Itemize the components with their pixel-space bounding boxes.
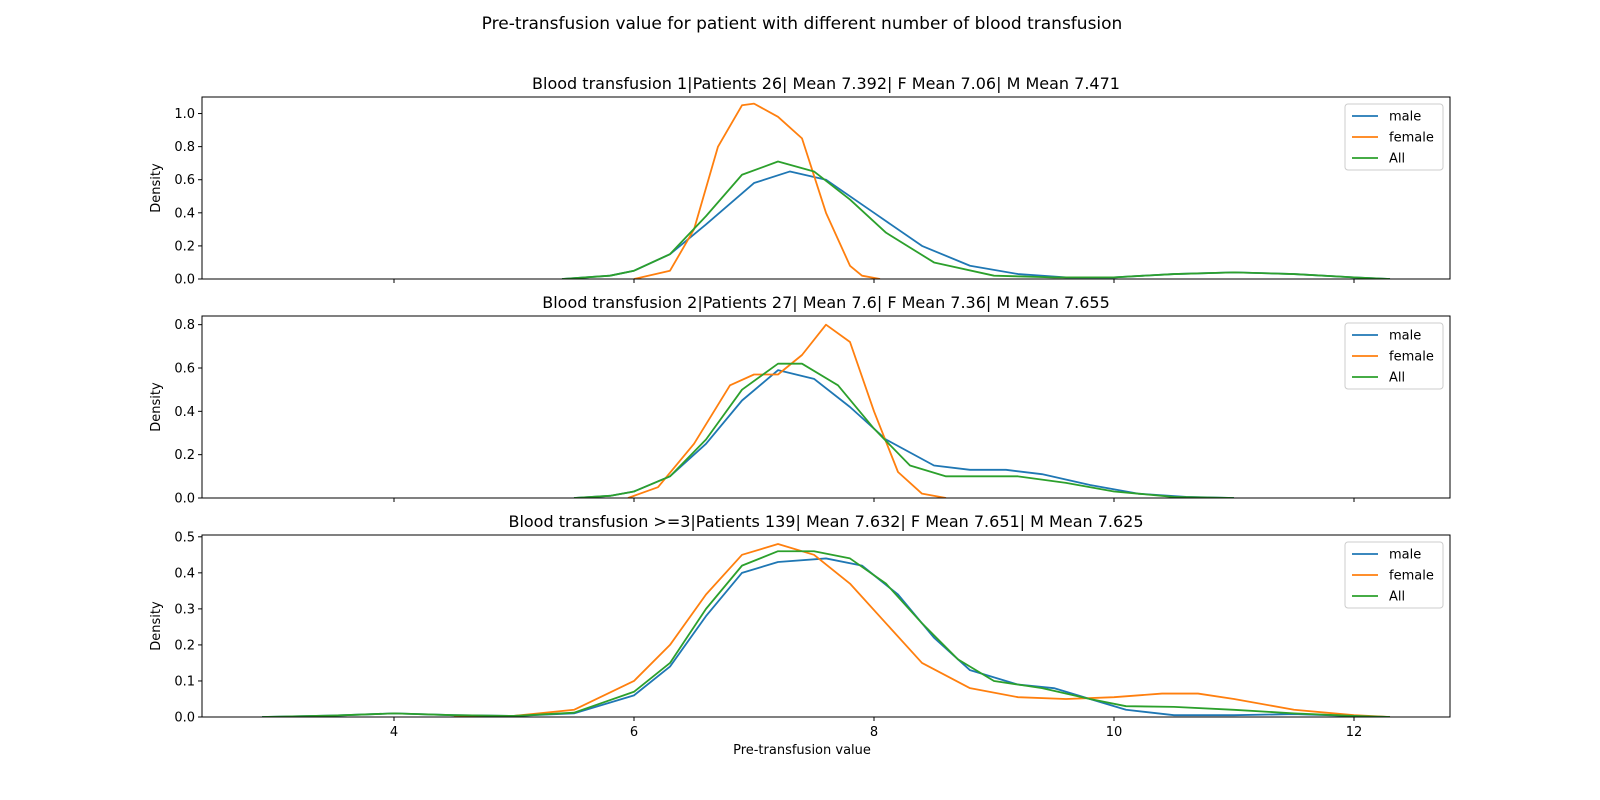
y-tick-label: 0.3 xyxy=(174,602,195,617)
legend: male female All xyxy=(1344,541,1444,609)
legend-label-female: female xyxy=(1389,569,1434,584)
y-tick-label: 0.4 xyxy=(174,405,195,420)
panel-1: Blood transfusion 1|Patients 26| Mean 7.… xyxy=(149,74,1451,288)
legend-box xyxy=(1344,103,1444,171)
y-tick-label: 0.5 xyxy=(174,530,195,545)
axes-frame xyxy=(201,534,1451,718)
y-axis-label: Density xyxy=(149,163,164,213)
legend: male female All xyxy=(1344,103,1444,171)
legend-label-all: All xyxy=(1389,590,1405,605)
y-tick-label: 0.2 xyxy=(174,638,195,653)
panel-title: Blood transfusion 2|Patients 27| Mean 7.… xyxy=(542,293,1110,312)
series-line-all xyxy=(573,362,1235,498)
x-axis-label: Pre-transfusion value xyxy=(733,743,871,758)
legend-label-all: All xyxy=(1389,152,1405,167)
y-tick-label: 0.6 xyxy=(174,362,195,377)
y-axis-label: Density xyxy=(149,382,164,432)
y-axis-label: Density xyxy=(149,601,164,651)
series-line-female xyxy=(627,323,947,498)
legend-box xyxy=(1344,322,1444,390)
panels: Blood transfusion 1|Patients 26| Mean 7.… xyxy=(149,74,1451,740)
panel-title: Blood transfusion 1|Patients 26| Mean 7.… xyxy=(532,74,1120,93)
panel-title: Blood transfusion >=3|Patients 139| Mean… xyxy=(508,512,1143,531)
legend-label-female: female xyxy=(1389,350,1434,365)
series-line-male xyxy=(261,557,1391,717)
y-tick-label: 0.4 xyxy=(174,206,195,221)
legend: male female All xyxy=(1344,322,1444,390)
y-tick-label: 0.2 xyxy=(174,448,195,463)
series-line-all xyxy=(261,550,1391,717)
y-tick-label: 0.8 xyxy=(174,140,195,155)
y-tick-label: 0.0 xyxy=(174,711,195,726)
axes-frame xyxy=(201,96,1451,280)
series-group xyxy=(573,323,1235,498)
y-tick-label: 0.8 xyxy=(174,318,195,333)
legend-label-female: female xyxy=(1389,131,1434,146)
series-line-all xyxy=(561,160,1391,279)
series-group xyxy=(561,102,1391,279)
legend-label-male: male xyxy=(1389,548,1421,563)
legend-label-all: All xyxy=(1389,371,1405,386)
y-tick-label: 1.0 xyxy=(174,107,195,122)
x-tick-label: 10 xyxy=(1106,725,1123,740)
x-tick-label: 12 xyxy=(1346,725,1363,740)
series-line-male xyxy=(561,170,1391,279)
y-tick-label: 0.4 xyxy=(174,566,195,581)
axes-frame xyxy=(201,315,1451,499)
series-line-female xyxy=(633,102,881,279)
panel-3: Blood transfusion >=3|Patients 139| Mean… xyxy=(149,512,1451,740)
x-tick-label: 8 xyxy=(870,725,878,740)
series-line-female xyxy=(453,543,1391,717)
legend-label-male: male xyxy=(1389,110,1421,125)
x-tick-label: 6 xyxy=(630,725,638,740)
y-tick-label: 0.0 xyxy=(174,492,195,507)
legend-label-male: male xyxy=(1389,329,1421,344)
y-tick-label: 0.1 xyxy=(174,674,195,689)
series-group xyxy=(261,543,1391,717)
y-tick-label: 0.0 xyxy=(174,273,195,288)
series-line-male xyxy=(573,369,1235,498)
y-tick-label: 0.6 xyxy=(174,173,195,188)
x-tick-label: 4 xyxy=(390,725,398,740)
figure-suptitle: Pre-transfusion value for patient with d… xyxy=(482,14,1123,34)
panel-2: Blood transfusion 2|Patients 27| Mean 7.… xyxy=(149,293,1451,507)
legend-box xyxy=(1344,541,1444,609)
y-tick-label: 0.2 xyxy=(174,239,195,254)
